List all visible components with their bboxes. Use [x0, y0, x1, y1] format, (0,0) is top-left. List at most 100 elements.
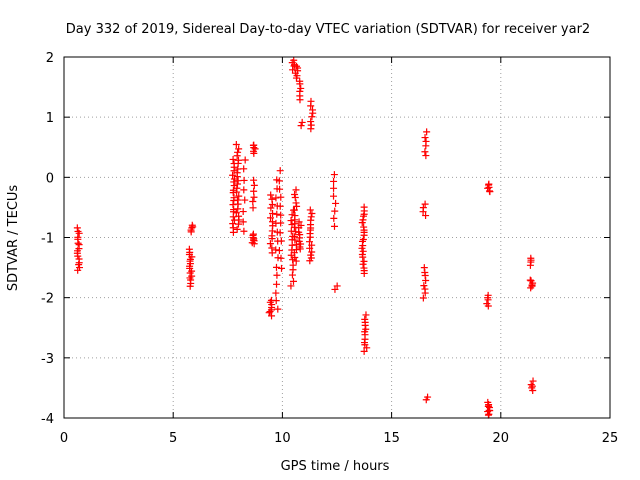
data-point: [277, 254, 285, 262]
data-point: [234, 177, 242, 185]
data-point: [360, 264, 368, 272]
data-point: [241, 156, 249, 164]
data-point: [292, 186, 300, 194]
data-point: [422, 212, 430, 220]
data-point: [233, 225, 241, 233]
data-point: [420, 264, 428, 272]
data-point: [229, 155, 237, 163]
data-point: [272, 194, 280, 202]
data-point: [230, 194, 238, 202]
x-tick-label: 0: [60, 431, 68, 446]
data-point: [233, 184, 241, 192]
data-point: [309, 106, 317, 114]
data-point: [239, 208, 247, 216]
data-point: [421, 200, 429, 208]
data-point: [240, 176, 248, 184]
data-point: [485, 404, 493, 412]
data-point: [330, 171, 338, 179]
data-point: [234, 148, 242, 156]
data-point: [234, 156, 242, 164]
data-point: [483, 300, 491, 308]
data-point: [278, 264, 286, 272]
data-point: [235, 192, 243, 200]
data-point: [234, 196, 242, 204]
data-point: [239, 218, 247, 226]
data-point: [74, 233, 82, 241]
data-point: [287, 282, 295, 290]
data-point: [250, 181, 258, 189]
chart-title: Day 332 of 2019, Sidereal Day-to-day VTE…: [66, 22, 590, 37]
data-point: [268, 244, 276, 252]
data-point: [292, 199, 300, 207]
data-point: [298, 118, 306, 126]
data-point: [240, 165, 248, 173]
x-tick-label: 15: [383, 431, 400, 446]
x-tick-label: 5: [169, 431, 177, 446]
data-point: [419, 204, 427, 212]
data-point: [277, 211, 285, 219]
data-point: [249, 204, 257, 212]
data-point: [268, 218, 276, 226]
data-point: [362, 311, 370, 319]
data-point: [269, 209, 277, 217]
data-point: [267, 191, 275, 199]
data-point: [529, 377, 537, 385]
data-point: [419, 294, 427, 302]
data-point: [229, 171, 237, 179]
data-point: [421, 148, 429, 156]
data-point: [358, 251, 366, 259]
data-point: [361, 315, 369, 323]
data-point: [240, 186, 248, 194]
data-point: [308, 113, 316, 121]
data-point: [424, 393, 432, 401]
data-point: [423, 128, 431, 136]
data-point: [250, 193, 258, 201]
x-tick-label: 20: [493, 431, 510, 446]
data-point: [273, 271, 281, 279]
data-point: [330, 214, 338, 222]
axis-ticks: 0 5 10 15 20 25 -4 -3 -2 -1 0 1 2: [41, 51, 618, 446]
y-tick-label: 0: [46, 171, 54, 186]
data-point: [422, 137, 430, 145]
data-point: [296, 77, 304, 85]
data-point: [232, 209, 240, 217]
data-point: [289, 277, 297, 285]
data-point: [485, 180, 493, 188]
y-tick-label: -2: [41, 292, 54, 307]
data-point: [297, 122, 305, 130]
grid-lines: [64, 57, 610, 418]
data-point: [268, 195, 276, 203]
data-point: [293, 62, 301, 70]
data-point: [294, 64, 302, 72]
data-point: [527, 277, 535, 285]
data-point: [266, 308, 274, 316]
data-point: [273, 280, 281, 288]
data-point: [330, 192, 338, 200]
data-point: [276, 229, 284, 237]
data-point: [235, 145, 243, 153]
data-point: [330, 177, 338, 185]
data-point: [277, 193, 285, 201]
data-point: [527, 381, 535, 389]
data-point: [290, 206, 298, 214]
data-point: [307, 97, 315, 105]
x-axis-label: GPS time / hours: [281, 459, 390, 474]
data-point: [277, 219, 285, 227]
data-point: [266, 214, 274, 222]
data-point: [250, 141, 258, 149]
data-point: [277, 237, 285, 245]
data-point: [484, 184, 492, 192]
data-point: [232, 141, 240, 149]
data-point: [527, 254, 535, 262]
y-tick-label: -4: [41, 412, 54, 427]
data-point: [295, 218, 303, 226]
data-point: [75, 241, 83, 249]
data-point: [188, 221, 196, 229]
data-point: [267, 204, 275, 212]
data-point: [420, 282, 428, 290]
data-point: [330, 184, 338, 192]
data-point: [250, 187, 258, 195]
data-point: [526, 276, 534, 284]
y-axis-label: SDTVAR / TECUs: [6, 185, 21, 292]
